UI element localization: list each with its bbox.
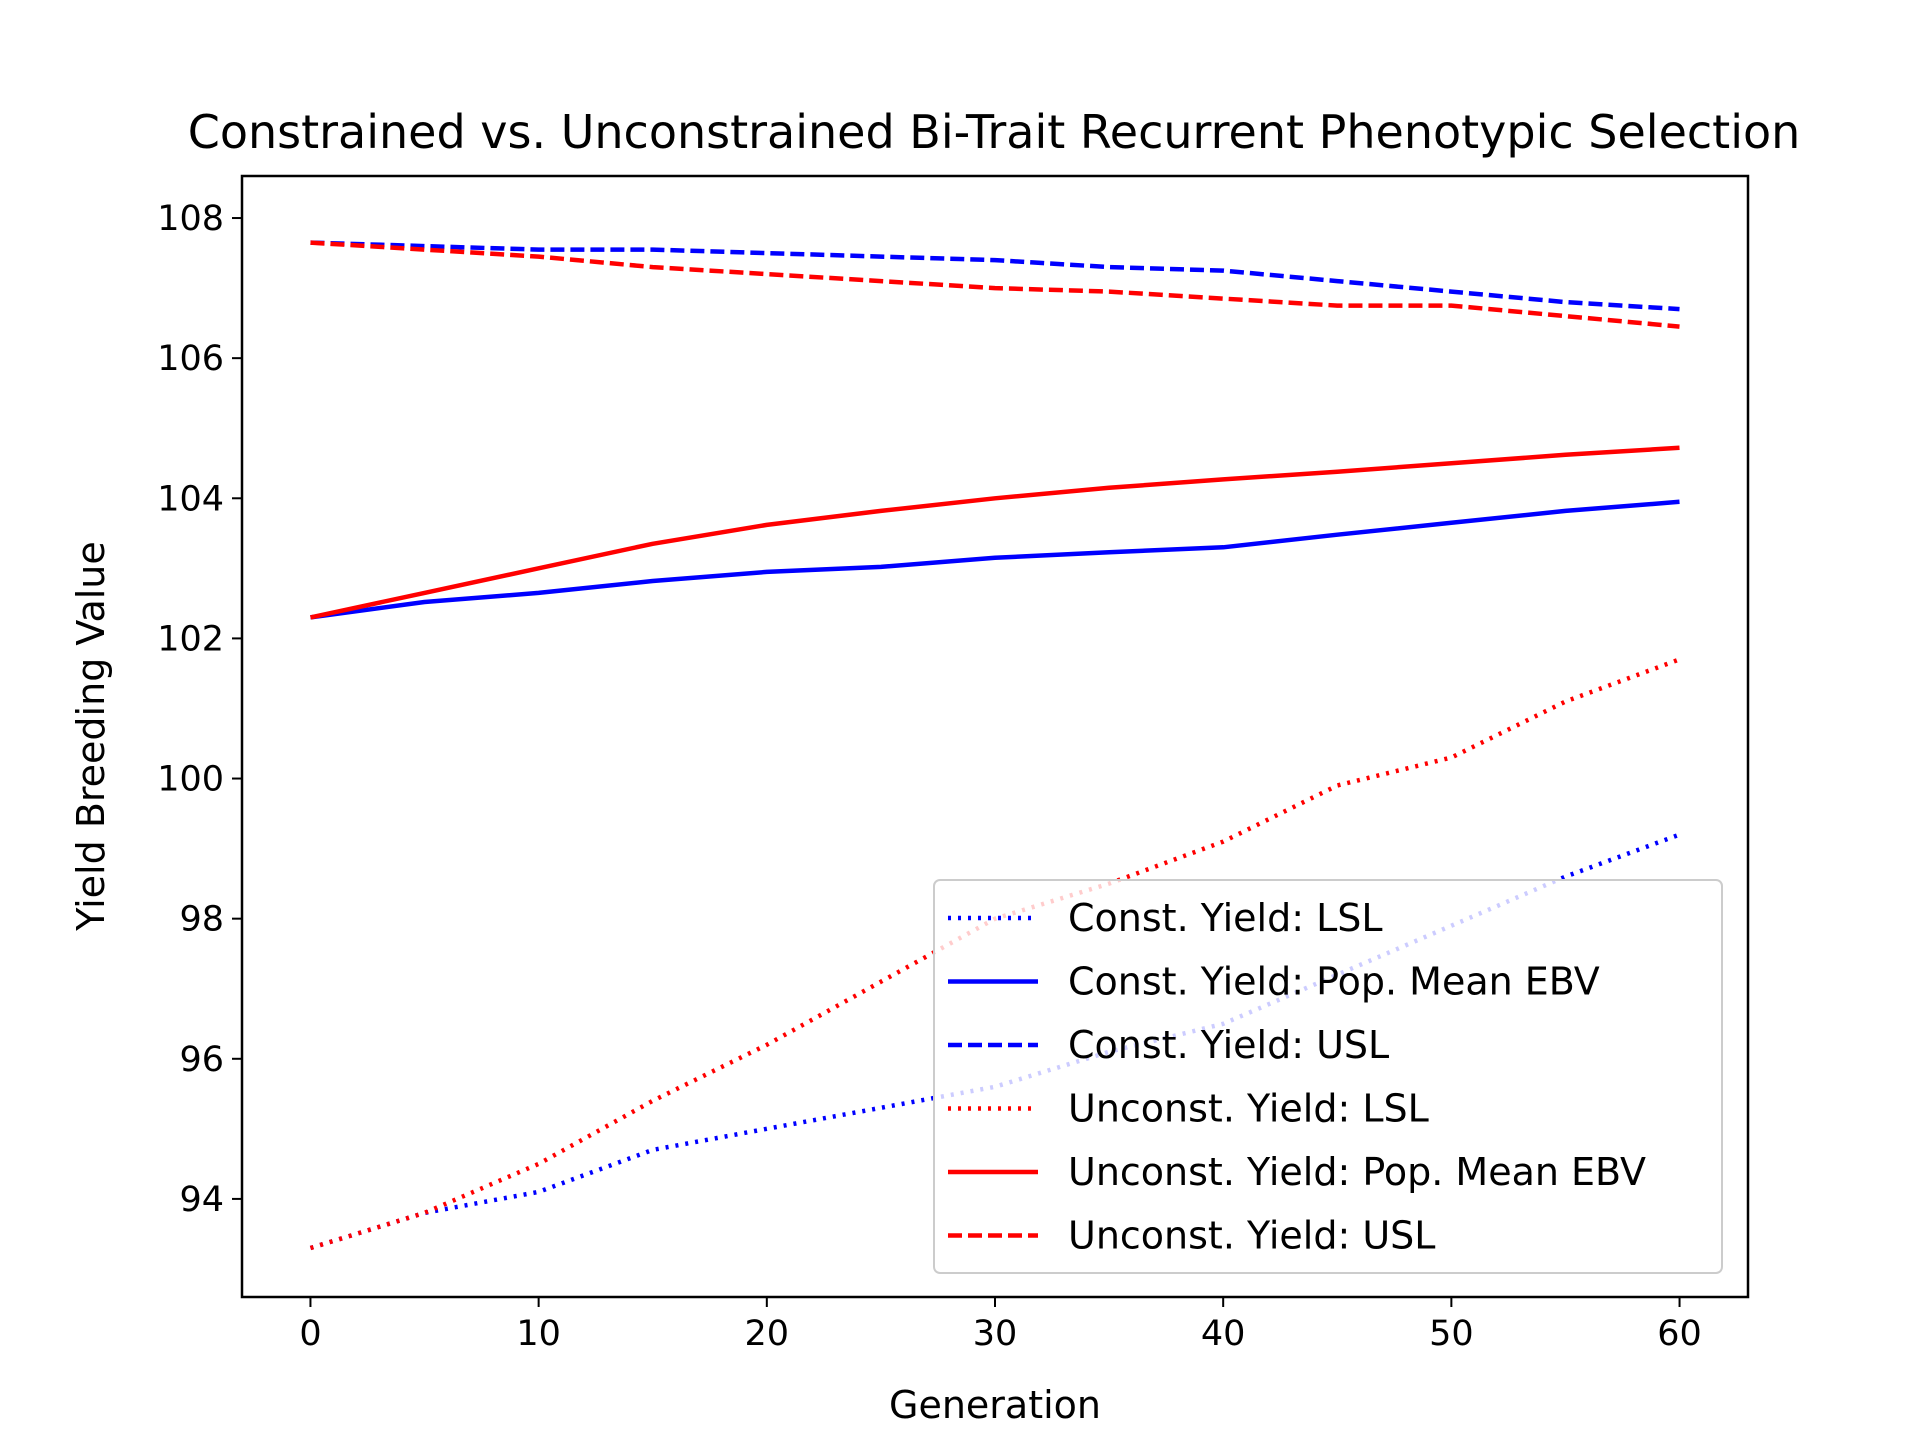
x-tick-label-4: 40 <box>1201 1314 1246 1354</box>
x-tick-label-3: 30 <box>973 1314 1018 1354</box>
x-tick-label-5: 50 <box>1429 1314 1474 1354</box>
series-line-3 <box>310 240 1680 312</box>
series-line-5 <box>310 445 1680 620</box>
y-tick-label-4: 102 <box>157 619 224 659</box>
legend-label-2: Const. Yield: Pop. Mean EBV <box>1068 960 1600 1004</box>
chart-title: Constrained vs. Unconstrained Bi-Trait R… <box>188 105 1801 159</box>
x-tick-label-1: 10 <box>516 1314 561 1354</box>
y-tick-label-7: 108 <box>157 199 224 239</box>
legend-label-4: Unconst. Yield: LSL <box>1068 1087 1429 1131</box>
x-tick-label-6: 60 <box>1657 1314 1702 1354</box>
legend-label-5: Unconst. Yield: Pop. Mean EBV <box>1068 1150 1646 1194</box>
legend-label-1: Const. Yield: LSL <box>1068 896 1383 940</box>
x-tick-label-0: 0 <box>299 1314 321 1354</box>
y-tick-label-0: 94 <box>179 1180 224 1220</box>
y-tick-label-6: 106 <box>157 339 224 379</box>
axis-ticks: 0 10 20 30 40 50 60 94 96 98 100 102 104 106 108 <box>157 199 1702 1354</box>
x-axis-label: Generation <box>889 1383 1101 1427</box>
legend: Const. Yield: LSL Const. Yield: Pop. Mean… <box>933 879 1723 1274</box>
y-tick-label-2: 98 <box>179 900 224 940</box>
x-tick-label-2: 20 <box>745 1314 790 1354</box>
legend-label-3: Const. Yield: USL <box>1068 1023 1389 1067</box>
legend-label-6: Unconst. Yield: USL <box>1068 1214 1435 1258</box>
y-tick-label-3: 100 <box>157 760 224 800</box>
series-line-6 <box>310 240 1680 329</box>
y-axis-label: Yield Breeding Value <box>69 541 113 931</box>
legend-box <box>933 879 1723 1274</box>
series-line-2 <box>310 499 1680 620</box>
y-tick-label-1: 96 <box>179 1040 224 1080</box>
y-tick-label-5: 104 <box>157 479 224 519</box>
